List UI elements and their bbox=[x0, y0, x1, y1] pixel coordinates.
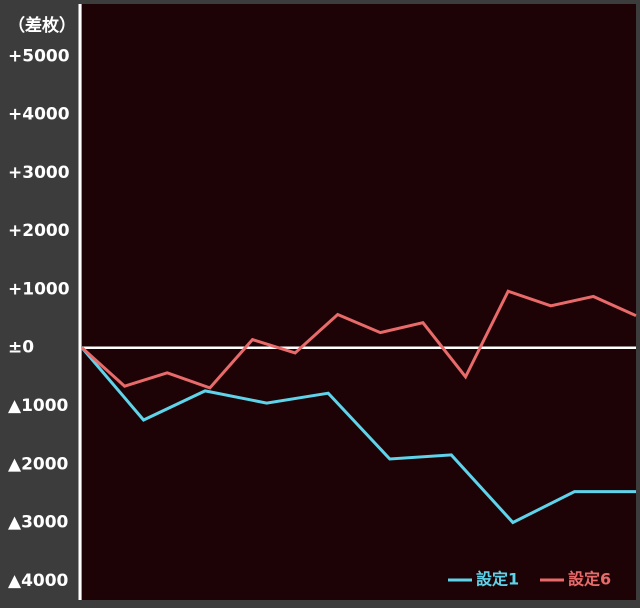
series-line bbox=[80, 346, 636, 525]
y-tick-label: +1000 bbox=[8, 279, 70, 299]
y-tick-label: +5000 bbox=[8, 46, 70, 66]
y-axis-title: （差枚） bbox=[8, 15, 76, 36]
legend-label: 設定1 bbox=[476, 570, 519, 589]
y-tick-label: ▲4000 bbox=[8, 571, 69, 591]
y-tick-label: ±0 bbox=[8, 338, 34, 358]
y-tick-label: +3000 bbox=[8, 163, 70, 183]
y-tick-label: ▲2000 bbox=[8, 454, 69, 474]
y-tick-label: ▲1000 bbox=[8, 396, 69, 416]
series-line bbox=[80, 289, 637, 390]
legend-label: 設定6 bbox=[568, 570, 611, 589]
y-tick-label: +4000 bbox=[8, 105, 70, 125]
y-tick-label: +2000 bbox=[8, 221, 70, 241]
plot-area bbox=[82, 4, 636, 600]
y-tick-label: ▲3000 bbox=[8, 513, 69, 533]
